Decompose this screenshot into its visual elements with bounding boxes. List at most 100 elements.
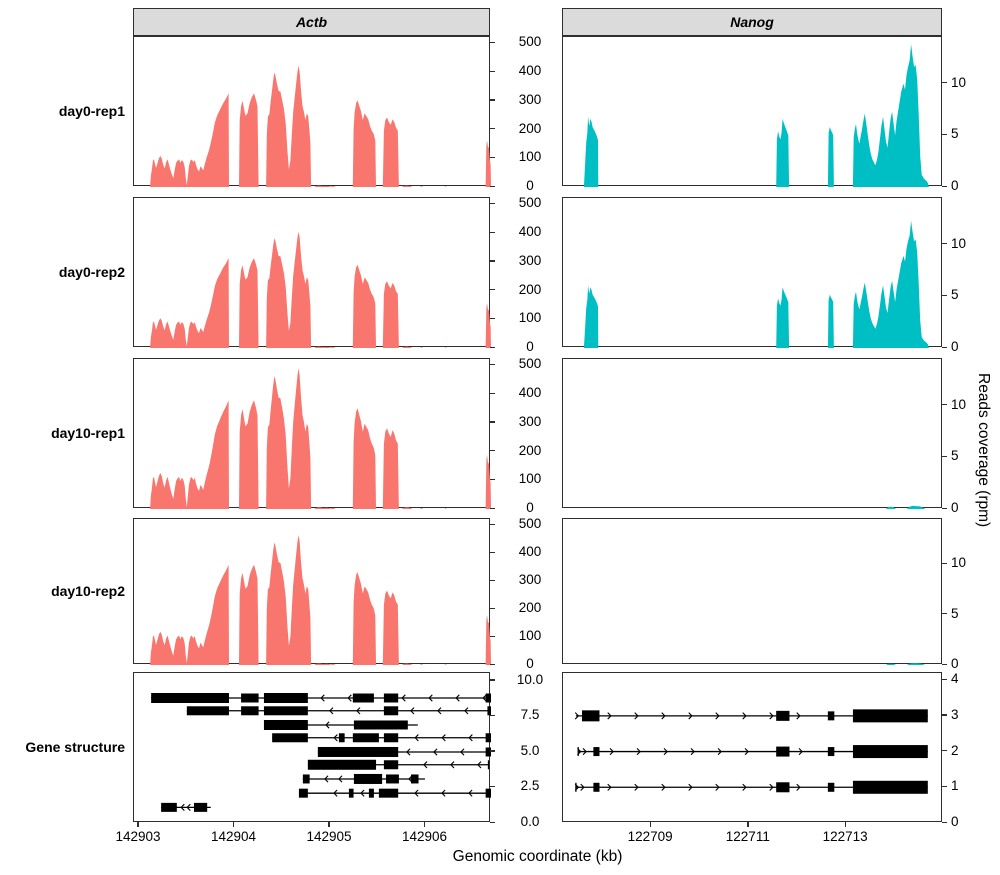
gene-structure-panel-actb bbox=[133, 672, 491, 822]
left-strand-arrow-icon bbox=[414, 789, 419, 797]
y-tick-nanog bbox=[942, 243, 947, 245]
exon-block bbox=[852, 780, 928, 794]
facet-strip-nanog: Nanog bbox=[562, 8, 942, 36]
right-strand-arrow-icon bbox=[769, 783, 774, 791]
y-tick-actb bbox=[490, 41, 495, 44]
y-tick-actb bbox=[490, 523, 495, 525]
right-strand-arrow-icon bbox=[690, 747, 695, 756]
y-tick-gene-actb bbox=[490, 750, 495, 752]
y-tick-gene-nanog bbox=[942, 678, 947, 680]
y-tick-label-actb: 200 bbox=[518, 442, 542, 458]
exon-block bbox=[852, 745, 928, 759]
x-tick-nanog bbox=[844, 822, 846, 827]
actb-coverage-area bbox=[150, 65, 491, 187]
exon-block bbox=[193, 802, 208, 812]
left-strand-arrow-icon bbox=[356, 707, 361, 715]
left-strand-arrow-icon bbox=[333, 734, 338, 742]
right-strand-arrow-icon bbox=[717, 747, 722, 756]
left-strand-arrow-icon bbox=[414, 734, 419, 742]
exon-block bbox=[348, 788, 354, 798]
coverage-panel-actb-day10-rep1 bbox=[133, 358, 491, 509]
left-strand-arrow-icon bbox=[455, 694, 460, 702]
exon-block bbox=[411, 774, 419, 784]
x-tick-label-nanog: 122713 bbox=[822, 829, 868, 844]
coverage-panel-nanog-day10-rep1 bbox=[562, 358, 942, 509]
exon-block bbox=[241, 693, 259, 703]
left-strand-arrow-icon bbox=[180, 803, 185, 811]
actb-transcript-4 bbox=[272, 733, 491, 743]
exon-block bbox=[593, 782, 600, 792]
nanog-coverage-area bbox=[886, 663, 926, 665]
y-tick-actb bbox=[490, 346, 495, 348]
exon-block bbox=[386, 774, 399, 784]
right-strand-arrow-icon bbox=[796, 783, 801, 791]
right-strand-arrow-icon bbox=[688, 783, 693, 791]
y-tick-label-nanog: 10 bbox=[951, 235, 967, 251]
y-tick-actb bbox=[490, 507, 495, 509]
left-strand-arrow-icon bbox=[320, 694, 325, 702]
x-tick-label-actb: 142905 bbox=[306, 829, 352, 844]
y-tick-actb bbox=[490, 289, 495, 291]
facet-strip-actb: Actb bbox=[133, 8, 490, 36]
x-axis-title: Genomic coordinate (kb) bbox=[452, 848, 623, 865]
coverage-panel-actb-day0-rep1 bbox=[133, 36, 491, 187]
actb-coverage-area bbox=[150, 368, 491, 509]
right-strand-arrow-icon bbox=[769, 712, 774, 720]
left-strand-arrow-icon bbox=[441, 734, 446, 742]
left-strand-arrow-icon bbox=[468, 734, 473, 742]
y-tick-actb bbox=[490, 99, 495, 101]
exon-block bbox=[852, 709, 928, 723]
coverage-panel-actb-day0-rep2 bbox=[133, 197, 491, 348]
right-strand-arrow-icon bbox=[715, 783, 720, 791]
y-tick-label-actb: 200 bbox=[518, 120, 542, 136]
exon-block bbox=[241, 706, 259, 716]
exon-block bbox=[378, 788, 399, 798]
y-tick-nanog bbox=[942, 294, 947, 297]
y-tick-label-actb: 400 bbox=[518, 544, 542, 560]
y-tick-actb bbox=[490, 363, 495, 366]
y-tick-label-gene-nanog: 1 bbox=[951, 778, 959, 794]
y-tick-label-actb: 500 bbox=[518, 34, 542, 50]
right-strand-arrow-icon bbox=[688, 712, 693, 720]
exon-block bbox=[383, 706, 399, 716]
coverage-panel-nanog-day0-rep2 bbox=[562, 197, 942, 348]
y-tick-nanog bbox=[942, 507, 947, 509]
exon-block bbox=[485, 747, 491, 757]
y-tick-label-gene-actb: 2.5 bbox=[520, 778, 540, 794]
y-tick-label-actb: 100 bbox=[518, 310, 542, 326]
right-strand-arrow-icon bbox=[742, 783, 747, 791]
exon-block bbox=[161, 802, 177, 812]
y-tick-actb bbox=[490, 607, 495, 609]
y-tick-label-actb: 500 bbox=[518, 516, 542, 532]
right-strand-arrow-icon bbox=[582, 747, 587, 756]
x-tick-nanog bbox=[747, 822, 749, 827]
right-strand-arrow-icon bbox=[715, 712, 720, 720]
row-label-gene-structure: Gene structure bbox=[25, 739, 125, 755]
exon-block bbox=[338, 733, 345, 743]
y-tick-label-gene-nanog: 0 bbox=[951, 814, 959, 829]
y-tick-gene-actb bbox=[490, 679, 495, 681]
left-strand-arrow-icon bbox=[428, 694, 433, 702]
y-tick-label-nanog: 10 bbox=[951, 74, 967, 90]
left-strand-arrow-icon bbox=[333, 789, 338, 797]
actb-transcript-9 bbox=[161, 802, 211, 812]
y-tick-label-actb: 200 bbox=[518, 600, 542, 616]
exon-block bbox=[302, 774, 310, 784]
y-tick-label-gene-nanog: 2 bbox=[951, 742, 959, 758]
y-tick-actb bbox=[490, 70, 495, 72]
y-tick-actb bbox=[490, 185, 495, 187]
x-tick-actb bbox=[232, 822, 235, 827]
y-tick-actb bbox=[490, 478, 495, 481]
x-tick-actb bbox=[137, 822, 139, 827]
y-tick-label-actb: 0 bbox=[526, 500, 534, 515]
y-tick-nanog bbox=[942, 404, 947, 406]
exon-block bbox=[317, 746, 399, 757]
nanog-transcript-3 bbox=[574, 780, 928, 794]
y-tick-nanog bbox=[942, 663, 947, 665]
y-tick-label-actb: 100 bbox=[518, 149, 542, 165]
y-tick-label-actb: 300 bbox=[518, 91, 542, 107]
y-tick-label-actb: 0 bbox=[526, 656, 534, 671]
left-strand-arrow-icon bbox=[468, 789, 473, 797]
left-strand-arrow-icon bbox=[460, 748, 465, 756]
